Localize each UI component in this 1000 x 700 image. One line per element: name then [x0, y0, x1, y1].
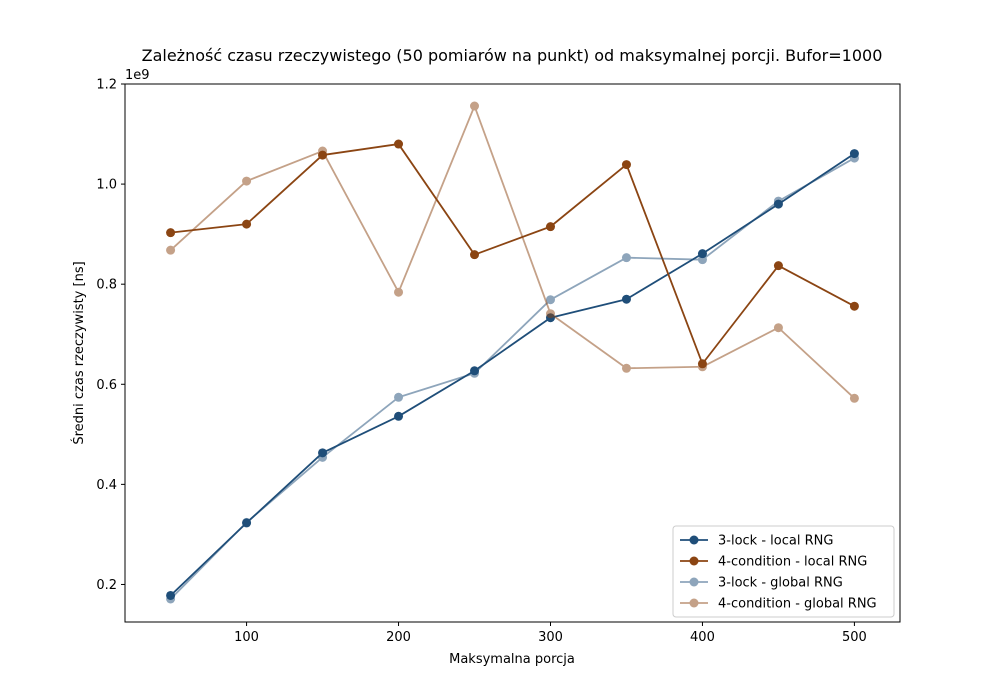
data-point: [545, 309, 555, 319]
data-point: [470, 101, 480, 111]
legend-swatch: [680, 598, 708, 608]
data-point: [242, 176, 252, 186]
data-point: [166, 594, 176, 604]
data-point: [318, 146, 328, 156]
data-point: [394, 392, 404, 402]
y-axis-label: Średni czas rzeczywisty [ns]: [71, 261, 87, 444]
legend-label: 3-lock - global RNG: [718, 576, 843, 591]
data-point: [242, 219, 252, 229]
data-point: [166, 228, 176, 238]
y-axis-ticks: 0.2 0.4 0.6 0.8 1.0 1.2: [96, 78, 125, 593]
series-line: [170, 143, 855, 365]
y-offset-text: 1e9: [125, 68, 150, 83]
data-point: [621, 253, 631, 263]
x-tick-label: 300: [538, 630, 563, 645]
data-point: [621, 160, 631, 170]
data-point: [394, 139, 404, 149]
x-tick-label: 500: [842, 630, 867, 645]
legend-entry: 3-lock - local RNG: [680, 534, 833, 549]
data-point: [621, 363, 631, 373]
legend-swatch: [680, 535, 708, 545]
y-tick-label: 0.8: [96, 278, 117, 293]
legend-label: 3-lock - local RNG: [718, 534, 833, 549]
data-point: [849, 393, 859, 403]
data-point: [773, 323, 783, 333]
data-point: [394, 287, 404, 297]
legend-entry: 4-condition - global RNG: [680, 597, 877, 612]
chart-title: Zależność czasu rzeczywistego (50 pomiar…: [142, 46, 883, 65]
data-point: [773, 196, 783, 206]
data-point: [773, 261, 783, 271]
data-point: [697, 362, 707, 372]
legend-frame: [672, 525, 895, 618]
series-layer: [166, 101, 859, 604]
data-point: [849, 153, 859, 163]
legend-swatch-marker: [689, 556, 699, 566]
legend-label: 4-condition - global RNG: [718, 597, 877, 612]
legend-entry: 4-condition - local RNG: [680, 555, 867, 570]
data-point: [697, 255, 707, 265]
data-point: [318, 452, 328, 462]
y-tick-label: 0.2: [96, 578, 117, 593]
y-tick-label: 0.4: [96, 478, 117, 493]
series-line: [169, 157, 855, 600]
data-point: [545, 222, 555, 232]
data-point: [621, 294, 631, 304]
data-point: [545, 295, 555, 305]
series-line: [169, 105, 856, 399]
x-tick-label: 200: [386, 630, 411, 645]
legend-label: 4-condition - local RNG: [718, 555, 867, 570]
legend-entry: 3-lock - global RNG: [680, 576, 843, 591]
series-line: [169, 152, 855, 597]
series-4: [166, 101, 859, 403]
legend-swatch: [680, 556, 708, 566]
x-tick-label: 400: [690, 630, 715, 645]
data-point: [470, 368, 480, 378]
data-point: [849, 301, 859, 311]
x-axis-label: Maksymalna porcja: [449, 652, 575, 667]
legend-swatch-marker: [689, 598, 699, 608]
data-point: [166, 245, 176, 255]
y-tick-label: 1.2: [96, 78, 117, 93]
plot-area: [124, 83, 901, 623]
series-2: [166, 139, 859, 369]
legend-swatch-marker: [689, 535, 699, 545]
x-axis-ticks: 100 200 300 400 500: [234, 622, 867, 645]
y-tick-label: 0.6: [96, 378, 117, 393]
y-tick-label: 1.0: [96, 178, 117, 193]
data-point: [242, 517, 252, 527]
series-3: [166, 153, 859, 604]
data-point: [470, 250, 480, 260]
legend-swatch-marker: [689, 577, 699, 587]
x-tick-label: 100: [234, 630, 259, 645]
data-point: [394, 411, 404, 421]
legend: 3-lock - local RNG 4-condition - local RN…: [672, 525, 895, 618]
legend-swatch: [680, 577, 708, 587]
